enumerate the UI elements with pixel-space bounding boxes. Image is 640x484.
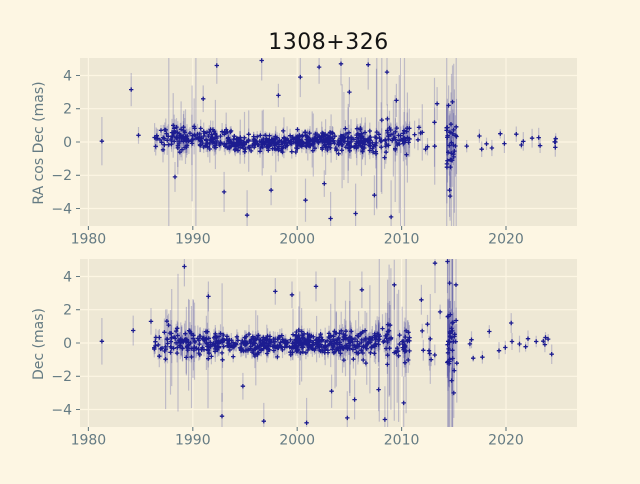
- chart-title: 1308+326: [268, 30, 389, 55]
- x-tick-label: 2000: [279, 433, 315, 449]
- x-tick-label: 2000: [279, 232, 315, 248]
- x-tick-label: 1990: [175, 232, 211, 248]
- y-tick-label: 4: [63, 68, 72, 84]
- data-markers: [99, 259, 554, 425]
- y-tick-label: −2: [51, 168, 72, 184]
- top-panel: 1980 1990 2000 2010 2020 −4 −2 0 2 4: [51, 58, 577, 248]
- x-tick-label: 1980: [71, 433, 107, 449]
- x-tick-label: 2010: [384, 232, 420, 248]
- bottom-panel: 1980 1990 2000 2010 2020 −4 −2 0 2 4: [51, 259, 577, 449]
- y-tick-label: 2: [63, 102, 72, 118]
- y-tick-label: −2: [51, 369, 72, 385]
- x-tick-label: 2020: [488, 433, 524, 449]
- x-tick-label: 2020: [488, 232, 524, 248]
- y-tick-label: −4: [51, 402, 72, 418]
- y-axis-label-top: RA cos Dec (mas): [31, 81, 47, 205]
- axis-ticks: [76, 275, 507, 431]
- axis-ticks: [76, 74, 507, 230]
- x-tick-label: 2010: [384, 433, 420, 449]
- y-tick-label: 4: [63, 269, 72, 285]
- y-axis-label-bottom: Dec (mas): [31, 308, 47, 380]
- y-tick-label: 0: [63, 135, 72, 151]
- x-tick-label: 1990: [175, 433, 211, 449]
- y-tick-label: 0: [63, 336, 72, 352]
- data-markers: [99, 58, 558, 221]
- x-tick-label: 1980: [71, 232, 107, 248]
- y-tick-label: 2: [63, 303, 72, 319]
- y-tick-label: −4: [51, 201, 72, 217]
